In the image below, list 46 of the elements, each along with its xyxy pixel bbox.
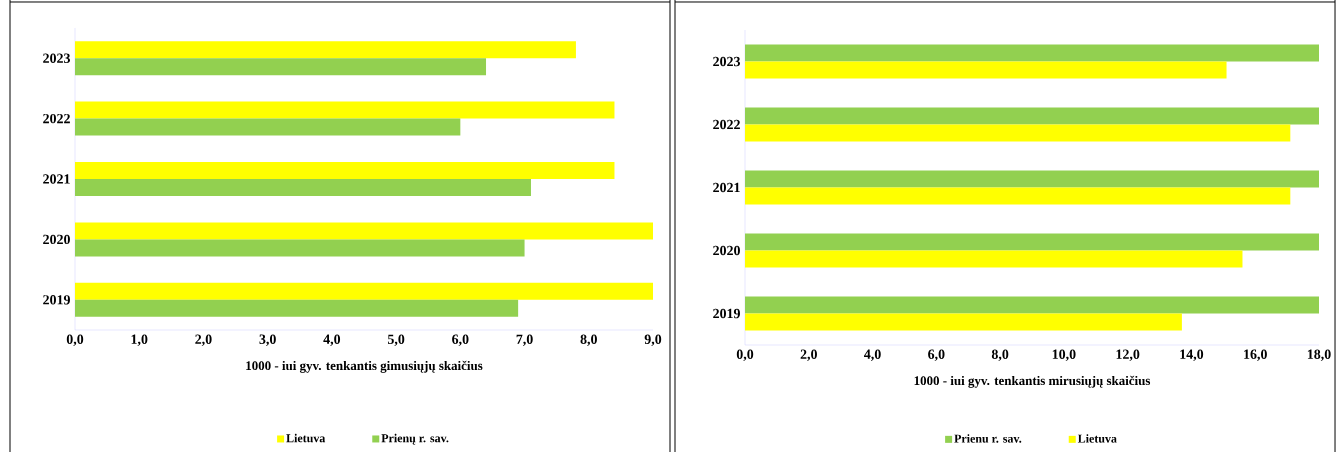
y-tick-label: 2022 bbox=[43, 113, 70, 124]
bar bbox=[75, 101, 615, 119]
x-tick-label: 1,0 bbox=[131, 334, 148, 346]
bar bbox=[75, 222, 653, 240]
x-tick-label: 10,0 bbox=[1052, 349, 1076, 361]
x-tick-label: 6,0 bbox=[452, 334, 469, 346]
x-tick-label: 8,0 bbox=[580, 334, 597, 346]
y-tick-label: 2019 bbox=[43, 295, 70, 305]
y-tick-label: 2023 bbox=[713, 56, 741, 67]
x-tick-label: 7,0 bbox=[516, 334, 533, 346]
x-tick-label: 14,0 bbox=[1180, 349, 1204, 361]
x-tick-label: 12,0 bbox=[1116, 349, 1140, 361]
x-tick-label: 6,0 bbox=[928, 349, 945, 361]
bar bbox=[75, 179, 531, 196]
x-tick-label: 8,0 bbox=[991, 349, 1009, 361]
x-tick-label: 5,0 bbox=[387, 334, 405, 346]
x-tick-label: 4,0 bbox=[864, 349, 881, 361]
bar bbox=[75, 162, 615, 179]
bar bbox=[75, 41, 576, 59]
x-tick-label: 0,0 bbox=[66, 334, 84, 346]
y-tick-label: 2020 bbox=[43, 234, 70, 245]
x-axis-title: 1000 - iui gyv. tenkantis gimusiųjų skaičius bbox=[246, 360, 483, 373]
bar bbox=[75, 118, 461, 136]
bar bbox=[75, 239, 525, 257]
y-tick-label: 2019 bbox=[713, 308, 740, 319]
legend-label: Prienu r. sav. bbox=[954, 434, 1022, 443]
x-tick-label: 18,0 bbox=[1307, 349, 1331, 361]
legend-label: Lietuva bbox=[1077, 434, 1117, 443]
legend-label: Prienų r. sav. bbox=[381, 433, 449, 445]
x-tick-label: 9,0 bbox=[644, 334, 662, 346]
bar bbox=[75, 282, 653, 300]
y-tick-label: 2020 bbox=[713, 245, 740, 256]
y-tick-label: 2021 bbox=[43, 174, 70, 184]
bar bbox=[75, 58, 487, 76]
x-tick-label: 2,0 bbox=[195, 334, 212, 346]
legend-label: Lietuva bbox=[286, 433, 326, 443]
bar bbox=[75, 299, 519, 317]
x-tick-label: 2,0 bbox=[800, 349, 817, 361]
x-tick-label: 16,0 bbox=[1244, 349, 1267, 361]
y-tick-label: 2022 bbox=[713, 119, 740, 130]
x-tick-label: 0,0 bbox=[736, 349, 754, 361]
x-tick-label: 4,0 bbox=[323, 334, 341, 346]
x-axis-title: 1000 - iui gyv. tenkantis mirusiųjų skaičius bbox=[914, 375, 1151, 388]
y-tick-label: 2021 bbox=[713, 182, 740, 193]
y-tick-label: 2023 bbox=[43, 53, 71, 63]
x-tick-label: 3,0 bbox=[259, 334, 276, 346]
